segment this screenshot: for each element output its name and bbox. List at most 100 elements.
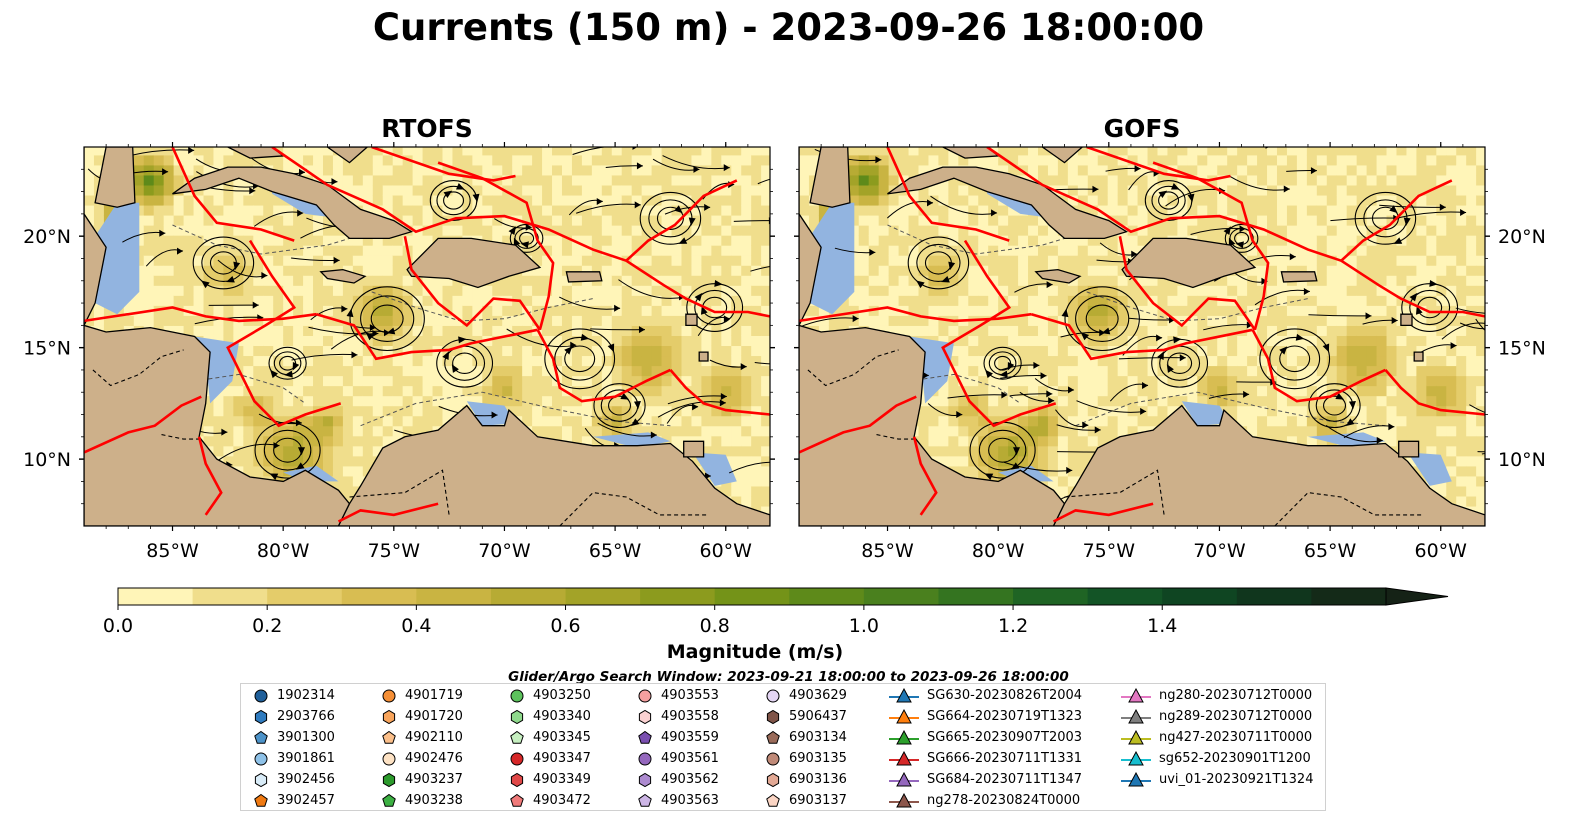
speed-cell: [761, 315, 770, 326]
speed-cell: [1117, 194, 1129, 206]
speed-cell: [1257, 265, 1268, 276]
speed-cell: [392, 275, 404, 286]
speed-cell: [1167, 325, 1179, 336]
land-area: [683, 440, 705, 458]
speed-cell: [1187, 375, 1198, 387]
speed-cell: [1147, 415, 1159, 427]
speed-cell: [84, 174, 95, 186]
speed-cell: [761, 335, 770, 347]
speed-cell: [651, 255, 663, 266]
speed-cell: [1107, 285, 1119, 296]
speed-cell: [651, 385, 663, 397]
speed-cell: [332, 174, 344, 186]
speed-cell: [412, 385, 424, 397]
speed-cell: [213, 395, 225, 407]
speed-cell: [1147, 275, 1159, 286]
speed-cell: [938, 415, 949, 427]
streamline-arrow: [341, 305, 348, 313]
lat-tick-label: 15°N: [23, 338, 71, 360]
speed-cell: [1306, 174, 1318, 186]
speed-cell: [1067, 315, 1079, 326]
speed-cell: [1077, 455, 1089, 467]
speed-cell: [173, 214, 185, 226]
speed-cell: [1197, 345, 1208, 357]
speed-cell: [1117, 355, 1129, 367]
speed-cell: [392, 345, 404, 357]
speed-cell: [163, 325, 175, 336]
speed-cell: [591, 235, 603, 246]
streamline-arrow: [714, 279, 723, 287]
speed-cell: [671, 345, 683, 357]
speed-cell: [303, 405, 314, 417]
speed-cell: [988, 225, 999, 236]
speed-cell: [731, 375, 742, 387]
speed-cell: [711, 265, 722, 276]
speed-cell: [412, 415, 424, 427]
speed-cell: [681, 184, 693, 196]
speed-cell: [721, 245, 732, 256]
speed-cell: [502, 325, 513, 336]
speed-cell: [502, 147, 513, 156]
lon-tick-label: 75°W: [368, 540, 421, 562]
speed-cell: [1296, 245, 1308, 256]
speed-cell: [153, 184, 165, 196]
speed-cell: [303, 265, 314, 276]
speed-cell: [1286, 255, 1298, 266]
speed-cell: [948, 285, 959, 296]
speed-cell: [968, 194, 979, 206]
speed-cell: [382, 315, 394, 326]
speed-cell: [1247, 204, 1258, 216]
speed-cell: [751, 305, 762, 316]
speed-cell: [253, 305, 264, 316]
speed-cell: [372, 305, 384, 316]
speed-cell: [751, 465, 762, 477]
speed-cell: [1057, 255, 1069, 266]
speed-cell: [1018, 255, 1029, 266]
streamline-arrow: [333, 256, 340, 264]
streamline: [754, 361, 770, 365]
streamline-arrow: [331, 178, 338, 186]
speed-cell: [273, 214, 284, 226]
speed-cell: [928, 315, 940, 326]
speed-cell: [143, 245, 155, 256]
speed-cell: [1147, 335, 1159, 347]
speed-cell: [542, 375, 553, 387]
speed-cell: [223, 154, 234, 166]
speed-cell: [1267, 415, 1278, 427]
speed-cell: [332, 365, 344, 377]
speed-cell: [1167, 147, 1179, 156]
speed-cell: [143, 285, 155, 296]
speed-cell: [193, 285, 205, 296]
speed-cell: [1077, 305, 1089, 316]
speed-cell: [988, 415, 999, 427]
speed-cell: [998, 204, 1009, 216]
speed-cell: [352, 425, 364, 437]
speed-cell: [751, 315, 762, 326]
speed-cell: [1037, 315, 1049, 326]
speed-cell: [1197, 325, 1208, 336]
speed-cell: [263, 375, 274, 387]
speed-cell: [661, 214, 673, 226]
speed-cell: [848, 295, 860, 306]
speed-cell: [998, 425, 1009, 437]
speed-cell: [1087, 305, 1099, 316]
speed-cell: [1237, 235, 1248, 246]
speed-cell: [978, 445, 989, 457]
speed-cell: [601, 365, 613, 377]
speed-cell: [731, 147, 742, 156]
speed-cell: [422, 164, 434, 176]
speed-cell: [1077, 425, 1089, 437]
speed-cell: [711, 174, 722, 186]
speed-cell: [681, 275, 693, 286]
speed-cell: [163, 147, 175, 156]
speed-cell: [273, 194, 284, 206]
speed-cell: [611, 385, 623, 397]
speed-cell: [868, 265, 880, 276]
speed-cell: [1267, 154, 1278, 166]
speed-cell: [848, 147, 860, 156]
speed-cell: [442, 415, 454, 427]
speed-cell: [868, 204, 880, 216]
isobath-line: [360, 391, 671, 427]
speed-cell: [322, 225, 334, 236]
speed-cell: [731, 295, 742, 306]
